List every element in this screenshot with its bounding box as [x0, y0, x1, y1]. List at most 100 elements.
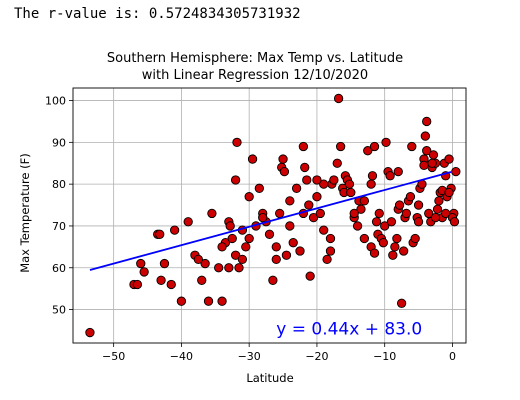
scatter-point — [132, 279, 143, 290]
chart-title-line2: with Linear Regression 12/10/2020 — [142, 68, 368, 83]
regression-equation: y = 0.44x + 83.0 — [276, 320, 422, 340]
scatter-point — [295, 246, 305, 256]
scatter-point — [407, 141, 417, 152]
scatter-point — [217, 296, 227, 306]
scatter-point — [312, 175, 322, 185]
scatter-point — [275, 208, 285, 219]
scatter-point — [332, 158, 342, 168]
scatter-point — [388, 250, 398, 260]
scatter-point — [285, 221, 295, 231]
y-tick-label: 60 — [52, 262, 66, 275]
plot-frame — [72, 87, 467, 344]
scatter-point — [214, 263, 224, 273]
scatter-point — [230, 175, 241, 185]
scatter-point — [85, 327, 95, 338]
scatter-point — [405, 192, 416, 202]
scatter-point — [359, 196, 370, 206]
scatter-point — [349, 208, 359, 219]
scatter-point — [427, 158, 437, 168]
scatter-point — [288, 238, 298, 248]
scatter-point — [344, 179, 355, 189]
scatter-point — [232, 137, 242, 147]
scatter-point — [386, 217, 397, 227]
scatter-point — [396, 298, 407, 308]
scatter-point — [363, 146, 373, 156]
scatter-point — [366, 179, 376, 189]
scatter-point — [159, 258, 170, 269]
scatter-point — [325, 246, 336, 256]
y-tick-label: 80 — [52, 178, 66, 191]
scatter-point — [322, 254, 332, 265]
scatter-point — [392, 233, 402, 244]
scatter-point — [319, 179, 329, 189]
scatter-point — [333, 93, 344, 104]
scatter-point — [298, 141, 309, 152]
plot-area: −50 −40 −30 −20 −10 0 50 60 70 80 90 100 y = 0.44x +… — [45, 87, 467, 363]
scatter-point — [281, 250, 292, 260]
x-tick-label: −50 — [102, 350, 125, 363]
scatter-point — [352, 221, 363, 231]
scatter-point — [302, 175, 312, 185]
scatter-point — [399, 246, 409, 256]
scatter-point — [169, 225, 180, 235]
scatter-point — [393, 166, 403, 177]
scatter-point — [325, 233, 336, 244]
scatter-point — [166, 279, 176, 290]
scatter-point — [380, 221, 390, 231]
scatter-point — [278, 154, 288, 164]
scatter-point — [422, 116, 432, 127]
scatter-point — [371, 217, 382, 227]
scatter-point — [224, 263, 234, 273]
scatter-point — [200, 258, 210, 269]
scatter-point — [285, 196, 295, 206]
scatter-point — [227, 233, 237, 244]
scatter-point — [319, 225, 329, 235]
y-tick-label: 90 — [52, 136, 66, 149]
scatter-point — [271, 242, 281, 252]
scatter-point — [432, 204, 443, 214]
rvalue-output: The r-value is: 0.5724834305731932 — [14, 6, 301, 22]
scatter-point — [241, 242, 251, 252]
scatter-point — [374, 208, 384, 219]
scatter-point — [420, 131, 430, 141]
scatter-point — [225, 221, 235, 231]
scatter-point — [254, 183, 264, 193]
scatter-point — [193, 254, 204, 265]
scatter-point — [410, 233, 420, 244]
y-tick-label: 70 — [52, 220, 66, 233]
x-tick-label: 0 — [449, 350, 456, 363]
scatter-point — [197, 275, 207, 285]
scatter-point — [385, 171, 395, 181]
x-tick-label: −10 — [373, 350, 396, 363]
scatter-point — [244, 233, 254, 244]
scatter-point — [203, 296, 214, 306]
scatter-point — [268, 275, 278, 285]
scatter-point — [444, 187, 454, 198]
scatter-point — [139, 267, 149, 277]
scatter-point — [413, 217, 424, 227]
scatter-point — [441, 208, 451, 219]
scatter-point — [378, 238, 388, 248]
scatter-point — [390, 242, 400, 252]
chart-title-line1: Southern Hemisphere: Max Temp vs. Latitu… — [107, 51, 403, 66]
x-tick-label: −40 — [170, 350, 193, 363]
scatter-point — [305, 271, 315, 281]
scatter-point — [291, 183, 302, 193]
y-tick-label: 50 — [52, 304, 66, 317]
y-tick-label: 100 — [45, 95, 66, 108]
scatter-point — [369, 248, 380, 258]
scatter-point — [234, 263, 244, 273]
scatter-point — [264, 229, 275, 239]
scatter-point — [359, 233, 370, 244]
x-axis-label: Latitude — [246, 371, 293, 385]
scatter-point — [244, 192, 254, 202]
scatter-point — [335, 141, 346, 152]
scatter-point — [312, 192, 322, 202]
scatter-point — [136, 258, 146, 269]
scatter-point — [422, 146, 432, 156]
scatter-point — [367, 171, 378, 181]
scatter-point — [419, 160, 429, 170]
regression-line — [89, 171, 452, 271]
scatter-point — [394, 200, 405, 210]
scatter-point — [315, 208, 325, 219]
